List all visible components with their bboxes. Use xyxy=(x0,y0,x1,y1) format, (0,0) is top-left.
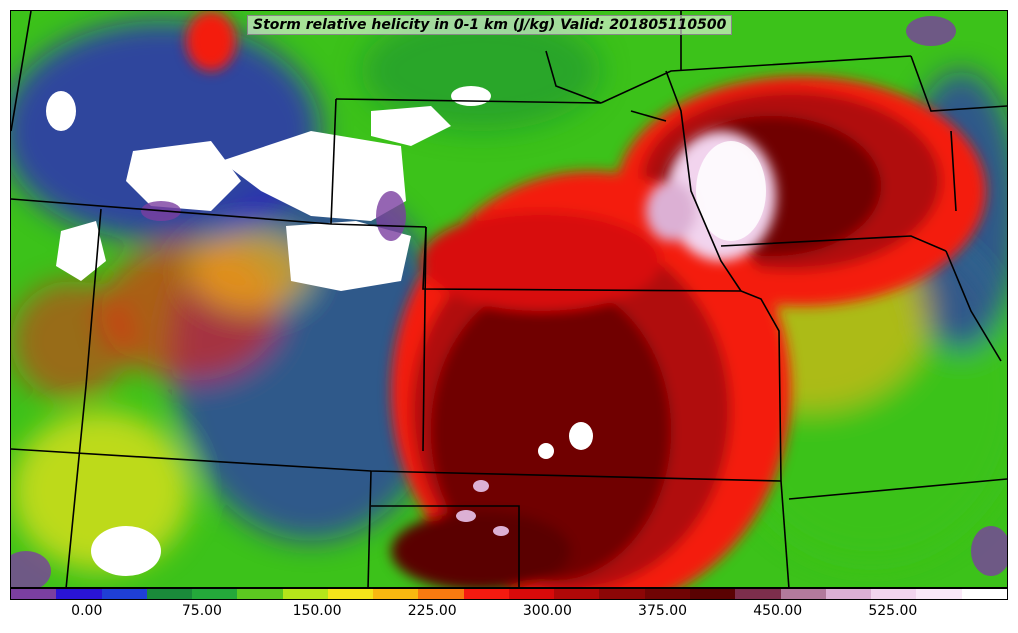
colorbar-segment xyxy=(825,589,872,599)
colorbar-tick-label: 75.00 xyxy=(181,603,222,619)
colorbar-tick-label: 525.00 xyxy=(868,603,918,619)
colorbar-segment xyxy=(11,589,57,599)
colorbar-segment xyxy=(282,589,328,599)
helicity-field xyxy=(11,11,1007,587)
colorbar-segment xyxy=(146,589,193,599)
helicity-map xyxy=(10,10,1008,588)
colorbar-segment xyxy=(373,589,419,599)
colorbar-tick-label: 375.00 xyxy=(638,603,688,619)
colorbar-segment xyxy=(463,589,509,599)
colorbar-segment xyxy=(735,589,781,599)
map-title: Storm relative helicity in 0-1 km (J/kg)… xyxy=(247,15,733,35)
colorbar-segment xyxy=(689,589,736,599)
colorbar-tick-label: 450.00 xyxy=(753,603,803,619)
colorbar-segment xyxy=(508,589,555,599)
colorbar-segment xyxy=(599,589,645,599)
colorbar-segment xyxy=(192,589,238,599)
colorbar-segment xyxy=(327,589,374,599)
colorbar-ticks: 0.00 75.00 150.00 225.00 300.00 375.00 450.00 5… xyxy=(10,603,1008,623)
colorbar-segment xyxy=(56,589,102,599)
colorbar-segment xyxy=(644,589,690,599)
colorbar-segment xyxy=(418,589,464,599)
colorbar-tick-label: 150.00 xyxy=(292,603,342,619)
colorbar-tick-label: 300.00 xyxy=(522,603,572,619)
colorbar-tick-label: 225.00 xyxy=(407,603,457,619)
colorbar-segment xyxy=(871,589,917,599)
colorbar-tick-label: 0.00 xyxy=(71,603,103,619)
colorbar xyxy=(10,588,1008,600)
colorbar-segment xyxy=(961,589,1007,599)
colorbar-segment xyxy=(101,589,147,599)
colorbar-segment xyxy=(780,589,826,599)
colorbar-segment xyxy=(237,589,283,599)
state-boundaries xyxy=(11,11,1007,587)
colorbar-segment xyxy=(916,589,962,599)
colorbar-segment xyxy=(554,589,600,599)
